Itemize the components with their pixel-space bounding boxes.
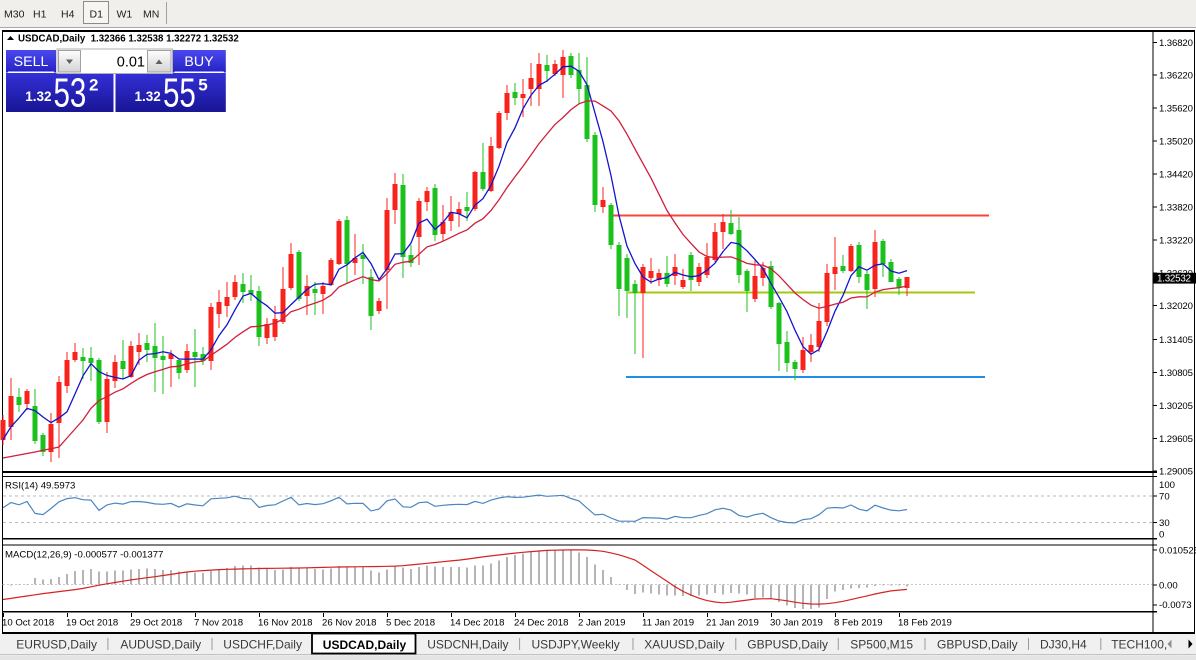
- svg-text:1.33220: 1.33220: [1159, 235, 1193, 246]
- svg-text:EURUSD,Daily: EURUSD,Daily: [16, 638, 97, 652]
- svg-text:1.31405: 1.31405: [1159, 335, 1193, 346]
- svg-text:1.29605: 1.29605: [1159, 434, 1193, 445]
- svg-text:USDCAD,Daily: USDCAD,Daily: [323, 638, 407, 652]
- svg-text:1.30205: 1.30205: [1159, 401, 1193, 412]
- svg-text:TECH100,: TECH100,: [1111, 638, 1167, 652]
- svg-text:M30: M30: [4, 9, 25, 21]
- svg-text:1.32: 1.32: [135, 89, 161, 104]
- svg-text:16 Nov 2018: 16 Nov 2018: [258, 618, 312, 629]
- svg-text:1.36220: 1.36220: [1159, 71, 1193, 82]
- svg-text:AUDUSD,Daily: AUDUSD,Daily: [120, 638, 201, 652]
- svg-text:MN: MN: [143, 9, 159, 21]
- svg-text:MACD(12,26,9) -0.000577 -0.001: MACD(12,26,9) -0.000577 -0.001377: [5, 550, 163, 561]
- svg-text:SELL: SELL: [14, 54, 49, 70]
- svg-text:-0.0073: -0.0073: [1159, 600, 1192, 611]
- svg-text:19 Oct 2018: 19 Oct 2018: [66, 618, 118, 629]
- svg-text:100: 100: [1159, 480, 1175, 491]
- svg-text:11 Jan 2019: 11 Jan 2019: [642, 618, 694, 629]
- svg-text:53: 53: [54, 70, 87, 116]
- svg-text:1.35620: 1.35620: [1159, 104, 1193, 115]
- svg-text:18 Feb 2019: 18 Feb 2019: [898, 618, 952, 629]
- svg-text:8 Feb 2019: 8 Feb 2019: [834, 618, 883, 629]
- svg-text:30: 30: [1159, 518, 1170, 529]
- svg-text:GBPUSD,Daily: GBPUSD,Daily: [747, 638, 828, 652]
- svg-text:7 Nov 2018: 7 Nov 2018: [194, 618, 243, 629]
- svg-text:0: 0: [1159, 529, 1164, 540]
- svg-text:21 Jan 2019: 21 Jan 2019: [706, 618, 759, 629]
- svg-text:0.00: 0.00: [1159, 580, 1178, 591]
- svg-text:USDJPY,Weekly: USDJPY,Weekly: [532, 638, 620, 652]
- svg-text:H4: H4: [61, 9, 75, 21]
- svg-text:1.35020: 1.35020: [1159, 137, 1193, 148]
- svg-text:USDCAD,Daily 1.32366 1.32538: USDCAD,Daily 1.32366 1.32538 1.32272 1.3…: [18, 34, 239, 45]
- svg-text:D1: D1: [90, 9, 104, 21]
- svg-text:2 Jan 2019: 2 Jan 2019: [578, 618, 625, 629]
- svg-text:1.36820: 1.36820: [1159, 38, 1193, 49]
- svg-text:USDCNH,Daily: USDCNH,Daily: [427, 638, 508, 652]
- svg-text:70: 70: [1159, 491, 1170, 502]
- svg-text:30 Jan 2019: 30 Jan 2019: [770, 618, 823, 629]
- svg-text:1.34420: 1.34420: [1159, 170, 1193, 181]
- svg-text:5: 5: [198, 76, 207, 95]
- svg-text:29 Oct 2018: 29 Oct 2018: [130, 618, 182, 629]
- svg-text:2: 2: [89, 76, 98, 95]
- svg-text:1.29005: 1.29005: [1159, 467, 1193, 478]
- svg-text:1.32020: 1.32020: [1159, 301, 1193, 312]
- svg-text:26 Nov 2018: 26 Nov 2018: [322, 618, 376, 629]
- svg-text:1.32532: 1.32532: [1157, 273, 1191, 284]
- svg-text:SP500,M15: SP500,M15: [850, 638, 913, 652]
- svg-text:0.010525: 0.010525: [1159, 545, 1196, 556]
- svg-text:H1: H1: [33, 9, 47, 21]
- svg-text:USDCHF,Daily: USDCHF,Daily: [223, 638, 302, 652]
- svg-text:24 Dec 2018: 24 Dec 2018: [514, 618, 568, 629]
- svg-text:1.32: 1.32: [25, 89, 51, 104]
- svg-text:5 Dec 2018: 5 Dec 2018: [386, 618, 435, 629]
- svg-text:GBPUSD,Daily: GBPUSD,Daily: [937, 638, 1018, 652]
- svg-text:W1: W1: [117, 9, 133, 21]
- svg-text:14 Dec 2018: 14 Dec 2018: [450, 618, 504, 629]
- svg-text:XAUUSD,Daily: XAUUSD,Daily: [644, 638, 724, 652]
- svg-text:0.01: 0.01: [117, 55, 145, 71]
- svg-text:RSI(14) 49.5973: RSI(14) 49.5973: [5, 481, 75, 492]
- svg-text:1.33820: 1.33820: [1159, 202, 1193, 213]
- svg-text:BUY: BUY: [184, 54, 214, 70]
- svg-text:55: 55: [163, 70, 196, 116]
- svg-text:1.30805: 1.30805: [1159, 368, 1193, 379]
- svg-text:10 Oct 2018: 10 Oct 2018: [2, 618, 54, 629]
- svg-text:DJ30,H4: DJ30,H4: [1040, 638, 1087, 652]
